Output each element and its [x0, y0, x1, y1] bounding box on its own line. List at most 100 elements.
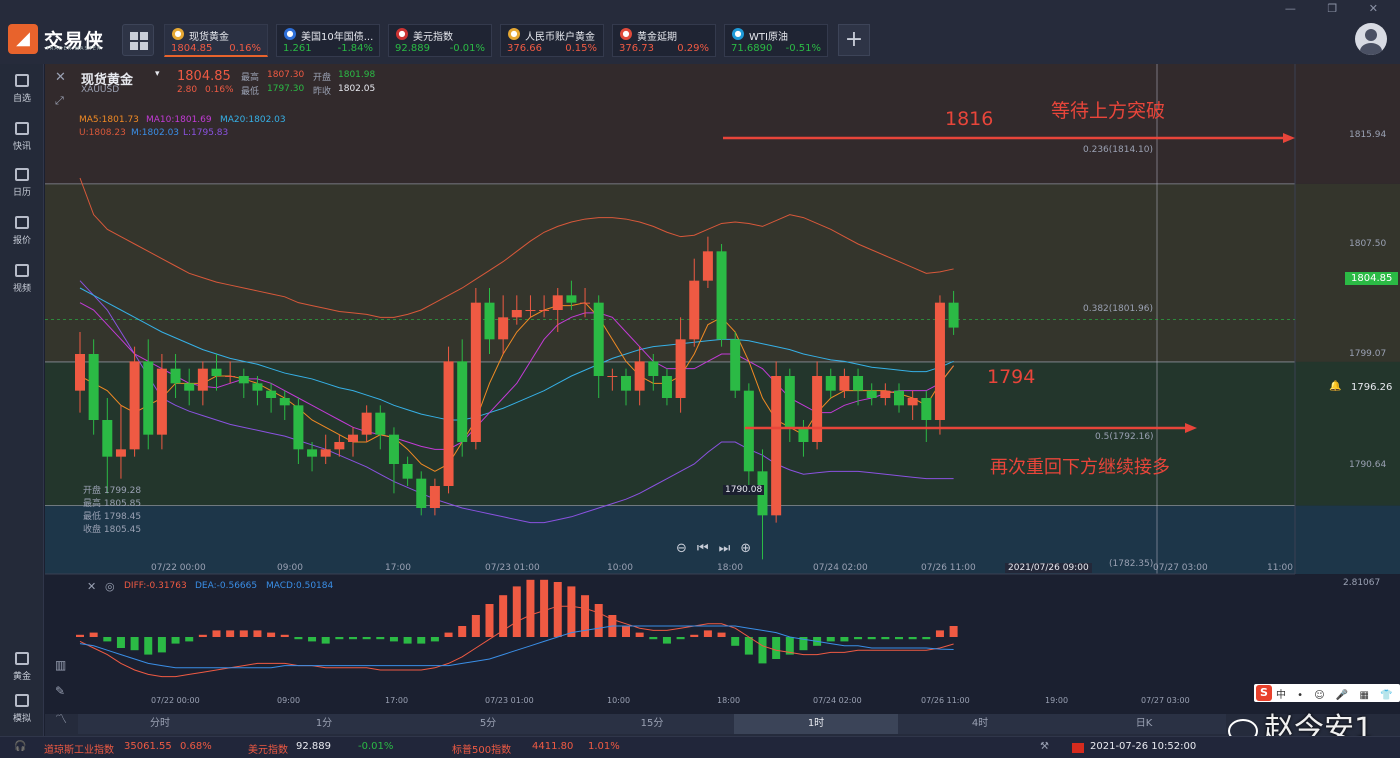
macd-bar [526, 579, 535, 637]
quote-tab[interactable]: ● 现货黄金 1804.85 0.16% [164, 24, 268, 57]
quote-icon [15, 216, 29, 229]
sidebar-item[interactable]: 日历 [0, 162, 44, 208]
macd-bar [867, 637, 876, 640]
sidebar-item[interactable]: 黄金 [0, 646, 44, 692]
symbol-name[interactable]: 现货黄金 [81, 73, 134, 88]
chart-canvas[interactable] [45, 64, 1400, 736]
time-axis-label: 17:00 [385, 563, 411, 573]
gold-grid-icon [15, 652, 29, 665]
macd-time-axis-label: 07/22 00:00 [151, 696, 200, 705]
macd-bar [430, 637, 439, 642]
macd-bar [471, 615, 480, 637]
boll-lower-line [79, 280, 954, 524]
quote-tab[interactable]: ● WTI原油 71.6890 -0.51% [724, 24, 828, 57]
macd-bar [772, 637, 781, 659]
macd-bar [922, 637, 931, 640]
status-index-name[interactable]: 道琼斯工业指数 [44, 745, 114, 756]
quote-tab-price: 376.66 [507, 43, 542, 54]
settings-icon[interactable]: ◎ [105, 580, 115, 593]
sidebar-item[interactable]: 视频 [0, 258, 44, 304]
candle-body [252, 383, 263, 391]
macd-bar [321, 637, 330, 644]
macd-time-axis-label: 07/26 11:00 [921, 696, 970, 705]
status-index-value: 35061.55 [124, 741, 172, 752]
quote-tab[interactable]: ● 美元指数 92.889 -0.01% [388, 24, 492, 57]
menu-grid-button[interactable] [122, 24, 154, 56]
quote-tab-price: 71.6890 [731, 43, 773, 54]
quote-tab[interactable]: ● 黄金延期 376.73 0.29% [612, 24, 716, 57]
period-tab[interactable]: 日K [1062, 714, 1226, 734]
ime-options: 中 • ☺ 🎤 ▦ 👕 ▦ [1276, 690, 1400, 701]
bank-icon: ● [620, 28, 632, 40]
period-tab[interactable]: 1时 [734, 714, 898, 734]
annotation-buy-again: 再次重回下方继续接多 [990, 457, 1170, 478]
macd-dea-line [79, 625, 954, 669]
time-axis-label: 07/24 02:00 [813, 563, 868, 573]
symbol-change: 2.80 [177, 85, 198, 95]
ma5-label: MA5:1801.73 [79, 115, 139, 125]
fib-level-500: 0.5(1792.16) [1095, 432, 1154, 442]
candle-body [320, 449, 331, 457]
quote-tab[interactable]: ● 人民币账户黄金 376.66 0.15% [500, 24, 604, 57]
macd-bar [949, 626, 958, 637]
sidebar-item[interactable]: 自选 [0, 68, 44, 114]
macd-diff-line [79, 605, 954, 678]
symbol-code: XAUUSD [81, 85, 120, 95]
time-axis-label: 18:00 [717, 563, 743, 573]
status-index-change: 0.68% [180, 741, 212, 752]
time-axis-label: 11:00 [1267, 563, 1293, 573]
pen-icon[interactable]: ✎ [55, 684, 66, 698]
quote-tab[interactable]: ● 美国10年国债... 1.261 -1.84% [276, 24, 380, 57]
macd-bar [198, 634, 207, 637]
boll-mid-label: M:1802.03 [131, 128, 180, 138]
candle-body [416, 478, 427, 508]
quote-tab-price: 92.889 [395, 43, 430, 54]
chart-area[interactable]: 现货黄金 ▾ XAUUSD 1804.85 2.80 0.16% 最高 1807… [45, 64, 1400, 736]
time-axis-label: 09:00 [277, 563, 303, 573]
candle-body [621, 376, 631, 391]
sidebar-item[interactable]: 模拟 [0, 688, 44, 734]
status-index-change: 1.01% [588, 741, 620, 752]
sidebar-item[interactable]: 快讯 [0, 116, 44, 162]
macd-bar [758, 637, 767, 664]
macd-bar [908, 637, 917, 640]
ohlc-open: 开盘 1799.28 [83, 486, 142, 496]
headset-icon[interactable]: 🎧 [14, 741, 27, 752]
sidebar-item-label: 快讯 [12, 142, 31, 152]
macd-bar [881, 637, 890, 640]
macd-bar [826, 637, 835, 642]
close-icon[interactable]: ✕ [87, 580, 97, 593]
period-tab[interactable]: 4时 [898, 714, 1062, 734]
time-axis-label: 07/23 01:00 [485, 563, 540, 573]
candle-body [716, 251, 727, 340]
tool-icon[interactable]: ⚒ [1040, 741, 1049, 752]
macd-bar [785, 637, 794, 655]
sidebar: 自选快讯日历 报价 视频黄金 模拟 [0, 64, 44, 736]
bell-icon[interactable]: 🔔 [1329, 381, 1342, 392]
add-tab-button[interactable]: + [838, 24, 870, 56]
draw-tool-icon[interactable]: ⤢ [55, 94, 64, 107]
sidebar-item[interactable]: 报价 [0, 210, 44, 256]
period-tab[interactable]: 5分 [406, 714, 570, 734]
ime-toolbar[interactable]: S 中 • ☺ 🎤 ▦ 👕 ▦ [1254, 684, 1400, 702]
period-tab[interactable]: 1分 [242, 714, 406, 734]
period-tab[interactable]: 分时 [78, 714, 242, 734]
prev-close-label: 昨收 [313, 87, 332, 97]
candle-body [266, 390, 277, 398]
open-label: 开盘 [313, 73, 332, 83]
macd-bar [103, 637, 112, 642]
chevron-down-icon[interactable]: ▾ [155, 69, 160, 79]
line-chart-icon[interactable]: 〽 [55, 712, 68, 726]
zoom-controls[interactable]: ⊖⏮⏭⊕ [676, 541, 762, 556]
macd-time-axis-label: 18:00 [717, 696, 741, 705]
alert-price: 1796.26 [1351, 382, 1393, 393]
status-index-name[interactable]: 标普500指数 [452, 745, 512, 756]
indicator-icon[interactable]: ▥ [55, 658, 67, 672]
window-controls[interactable]: — ❐ ✕ [1284, 2, 1392, 15]
candle-body [238, 376, 249, 384]
close-icon[interactable]: ✕ [55, 70, 66, 85]
avatar[interactable] [1355, 23, 1387, 55]
period-tab[interactable]: 15分 [570, 714, 734, 734]
quote-tab-name: 现货黄金 [189, 32, 229, 43]
status-index-name[interactable]: 美元指数 [248, 745, 288, 756]
